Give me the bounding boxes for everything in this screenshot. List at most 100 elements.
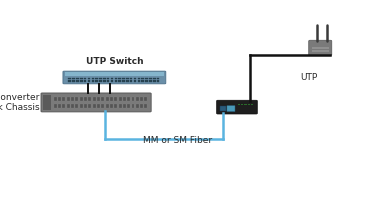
Bar bbox=[114, 104, 117, 108]
Bar bbox=[145, 78, 148, 79]
Bar bbox=[110, 104, 113, 108]
Bar bbox=[123, 97, 126, 101]
Bar bbox=[312, 47, 329, 49]
Bar bbox=[84, 104, 87, 108]
Bar bbox=[111, 78, 113, 79]
Bar bbox=[119, 104, 122, 108]
Bar bbox=[80, 78, 83, 79]
Text: UTP: UTP bbox=[300, 73, 317, 82]
Bar bbox=[145, 97, 147, 101]
Bar bbox=[84, 80, 86, 82]
Bar bbox=[80, 104, 83, 108]
Bar bbox=[149, 78, 152, 79]
Bar bbox=[140, 97, 143, 101]
Bar bbox=[99, 78, 102, 79]
Bar bbox=[241, 104, 243, 105]
Bar bbox=[153, 78, 156, 79]
Bar bbox=[138, 80, 140, 82]
Bar bbox=[63, 97, 66, 101]
Bar bbox=[71, 97, 74, 101]
Bar bbox=[68, 80, 71, 82]
Bar bbox=[84, 78, 86, 79]
Text: UTP Switch: UTP Switch bbox=[86, 57, 143, 66]
Bar bbox=[119, 97, 122, 101]
Bar bbox=[145, 104, 147, 108]
Bar bbox=[153, 80, 156, 82]
Bar bbox=[80, 97, 83, 101]
Bar bbox=[141, 78, 144, 79]
Bar bbox=[72, 78, 75, 79]
Bar bbox=[88, 80, 90, 82]
Bar bbox=[93, 97, 96, 101]
Bar bbox=[67, 104, 70, 108]
Bar bbox=[95, 78, 98, 79]
Bar bbox=[251, 104, 253, 105]
Bar bbox=[99, 80, 102, 82]
Bar bbox=[122, 80, 125, 82]
Bar bbox=[140, 104, 143, 108]
Bar bbox=[65, 72, 164, 76]
Bar bbox=[115, 80, 117, 82]
Bar bbox=[111, 80, 113, 82]
Bar bbox=[131, 97, 134, 101]
Bar bbox=[110, 97, 113, 101]
Bar bbox=[115, 78, 117, 79]
Bar bbox=[88, 78, 90, 79]
Bar bbox=[58, 104, 61, 108]
Bar bbox=[126, 78, 129, 79]
Bar bbox=[72, 80, 75, 82]
Bar bbox=[76, 80, 79, 82]
Bar bbox=[134, 78, 137, 79]
Bar bbox=[106, 97, 109, 101]
Bar bbox=[126, 80, 129, 82]
Bar bbox=[67, 97, 70, 101]
FancyBboxPatch shape bbox=[217, 100, 257, 114]
Bar bbox=[68, 78, 71, 79]
Bar bbox=[71, 104, 74, 108]
Bar bbox=[130, 78, 132, 79]
Bar bbox=[138, 78, 140, 79]
Bar bbox=[54, 104, 57, 108]
Bar bbox=[134, 80, 137, 82]
Bar bbox=[103, 80, 105, 82]
Text: MM or SM Fiber: MM or SM Fiber bbox=[143, 136, 212, 145]
Bar bbox=[97, 104, 100, 108]
Bar bbox=[157, 78, 160, 79]
Bar bbox=[103, 78, 105, 79]
Bar bbox=[75, 97, 78, 101]
FancyBboxPatch shape bbox=[63, 71, 166, 84]
Bar bbox=[75, 104, 78, 108]
Bar bbox=[123, 104, 126, 108]
Bar bbox=[97, 97, 100, 101]
Bar bbox=[106, 104, 109, 108]
Bar bbox=[136, 97, 139, 101]
Bar bbox=[93, 104, 96, 108]
Bar bbox=[122, 78, 125, 79]
Bar bbox=[114, 97, 117, 101]
Bar bbox=[58, 97, 61, 101]
Bar bbox=[312, 50, 329, 52]
Bar bbox=[127, 97, 130, 101]
Bar bbox=[130, 80, 132, 82]
Bar bbox=[84, 97, 87, 101]
Bar bbox=[107, 80, 109, 82]
Bar bbox=[92, 78, 94, 79]
Bar bbox=[119, 78, 121, 79]
Bar bbox=[63, 104, 66, 108]
Bar bbox=[127, 104, 130, 108]
FancyBboxPatch shape bbox=[309, 40, 332, 55]
Bar bbox=[80, 80, 83, 82]
Bar bbox=[54, 97, 57, 101]
Bar bbox=[101, 104, 104, 108]
Bar bbox=[88, 104, 91, 108]
FancyBboxPatch shape bbox=[227, 106, 235, 111]
Bar bbox=[220, 106, 226, 111]
Bar bbox=[244, 104, 247, 105]
Bar bbox=[157, 80, 160, 82]
FancyBboxPatch shape bbox=[41, 93, 151, 112]
Text: Media Converter
Rack Chassis: Media Converter Rack Chassis bbox=[0, 93, 39, 112]
Bar bbox=[95, 80, 98, 82]
Bar bbox=[149, 80, 152, 82]
Bar bbox=[107, 78, 109, 79]
Bar bbox=[43, 95, 51, 110]
